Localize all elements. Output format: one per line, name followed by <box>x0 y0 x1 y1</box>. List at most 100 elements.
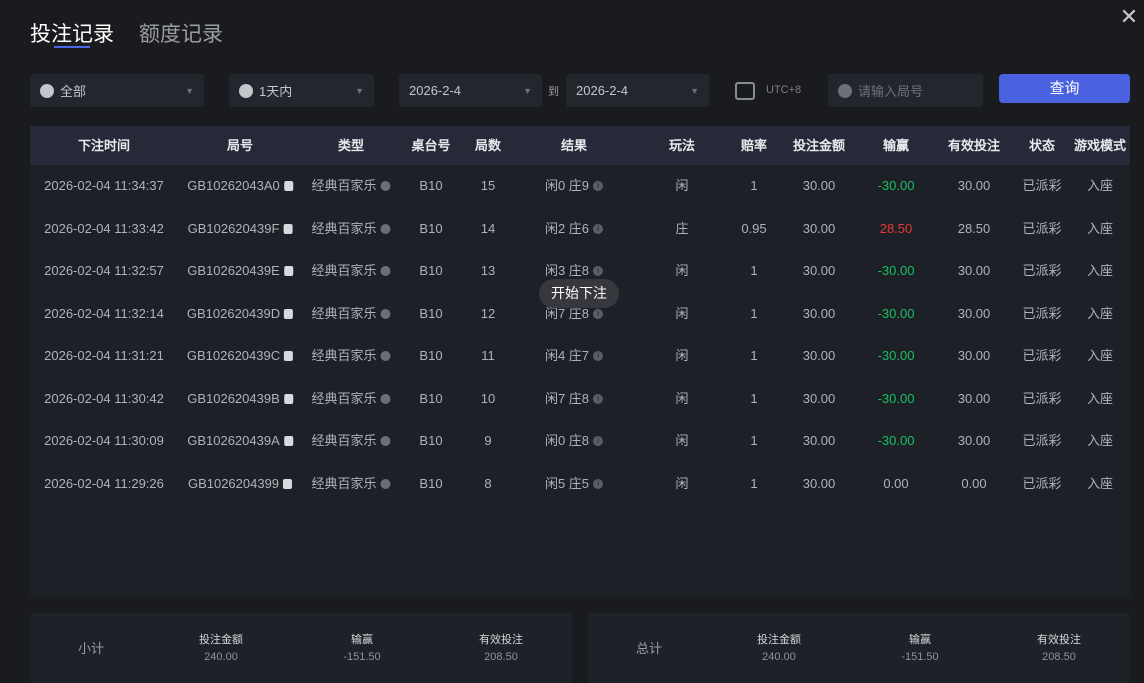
table-cell: 1 <box>750 250 757 292</box>
table-cell: 30.00 <box>803 165 836 207</box>
table-cell: -30.00 <box>878 420 915 462</box>
cell-text: -30.00 <box>877 305 915 321</box>
info-icon[interactable]: i <box>593 181 604 191</box>
game-info-icon[interactable] <box>380 181 391 191</box>
round-number-input[interactable]: 请输入局号 <box>828 74 983 107</box>
column-header: 桌台号 <box>411 138 451 153</box>
end-date-select[interactable]: 2026-2-4 ▼ <box>566 74 709 107</box>
query-button[interactable]: 查询 <box>999 74 1130 103</box>
cell-text: 30.00 <box>802 390 836 406</box>
info-icon[interactable]: i <box>593 393 604 404</box>
cell-text: B10 <box>419 263 443 278</box>
table-cell: 闲 <box>675 165 688 207</box>
column-header: 局号 <box>226 138 254 153</box>
table-cell: 已派彩 <box>1022 420 1061 462</box>
game-info-icon[interactable] <box>380 223 391 234</box>
copy-icon[interactable] <box>283 478 293 489</box>
game-info-icon[interactable] <box>380 308 391 319</box>
cell-text: 30.00 <box>957 263 991 278</box>
copy-icon[interactable] <box>283 223 293 234</box>
table-cell: -30.00 <box>878 378 915 420</box>
round-placeholder: 请输入局号 <box>858 84 924 99</box>
cell-text: 入座 <box>1086 305 1114 321</box>
cell-text: GB102620439B <box>187 390 280 406</box>
time-range-value: 1天内 <box>259 84 293 99</box>
cell-text: GB102620439F <box>187 220 280 236</box>
cell-text: 入座 <box>1086 475 1114 491</box>
table-cell: 经典百家乐 <box>311 165 391 207</box>
info-icon[interactable]: i <box>593 223 604 234</box>
game-info-icon[interactable] <box>380 351 391 361</box>
info-icon[interactable]: i <box>593 351 604 361</box>
cell-text: GB102620439E <box>187 263 280 278</box>
table-cell: 已派彩 <box>1022 293 1061 335</box>
table-cell: 经典百家乐 <box>311 463 391 505</box>
game-type-select[interactable]: 全部 ▼ <box>30 74 204 107</box>
info-icon[interactable]: i <box>593 308 604 319</box>
cell-text: 0.00 <box>883 475 909 491</box>
time-range-select[interactable]: 1天内 ▼ <box>229 74 374 107</box>
close-icon[interactable]: ✕ <box>1119 4 1139 29</box>
clock-icon <box>239 83 253 98</box>
table-cell: 1 <box>750 293 757 335</box>
table-cell: GB102620439D <box>187 293 294 335</box>
cell-text: 2026-02-04 11:30:42 <box>44 390 164 406</box>
table-cell: 入座 <box>1087 250 1113 292</box>
table-cell: 入座 <box>1087 208 1113 250</box>
round-icon <box>838 83 852 98</box>
table-cell: 30.00 <box>958 250 991 292</box>
table-cell: 闲0 庄8 i <box>545 420 604 462</box>
cell-text: 闲0 庄9 <box>544 178 590 193</box>
tab-credit-records[interactable]: 额度记录 <box>139 23 223 46</box>
copy-icon[interactable] <box>284 308 294 319</box>
table-cell: 闲2 庄6 i <box>545 208 604 250</box>
cell-text: 1 <box>750 475 758 491</box>
table-cell: 经典百家乐 <box>311 378 391 420</box>
game-info-icon[interactable] <box>380 478 391 489</box>
cell-text: B10 <box>419 433 443 448</box>
total-valid: 208.50 <box>1042 651 1076 663</box>
start-date-value: 2026-2-4 <box>409 83 462 98</box>
column-header: 赔率 <box>740 138 768 153</box>
table-cell: 入座 <box>1087 463 1113 505</box>
table-row: 2026-02-04 11:29:26 GB1026204399 经典百家乐 B10 8… <box>30 463 1130 505</box>
cell-text: 9 <box>484 433 492 448</box>
table-cell: 1 <box>750 378 757 420</box>
table-cell: B10 <box>419 208 442 250</box>
column-header: 类型 <box>337 138 365 153</box>
table-cell: 0.00 <box>961 463 986 505</box>
table-cell: 闲 <box>675 335 688 377</box>
calendar-icon[interactable] <box>735 82 755 100</box>
info-icon[interactable]: i <box>593 266 604 276</box>
cell-text: 经典百家乐 <box>311 178 377 193</box>
table-cell: 13 <box>481 250 495 292</box>
cell-text: 30.00 <box>957 390 991 406</box>
total-label: 总计 <box>636 641 663 656</box>
cell-text: 30.00 <box>957 433 991 448</box>
info-icon[interactable]: i <box>593 436 604 446</box>
game-info-icon[interactable] <box>380 436 391 446</box>
info-icon[interactable]: i <box>593 478 604 489</box>
copy-icon[interactable] <box>284 351 294 361</box>
copy-icon[interactable] <box>283 181 293 191</box>
game-info-icon[interactable] <box>380 393 391 404</box>
copy-icon[interactable] <box>283 266 293 276</box>
copy-icon[interactable] <box>283 393 293 404</box>
cell-text: 2026-02-04 11:33:42 <box>44 220 164 236</box>
table-cell: 已派彩 <box>1022 250 1061 292</box>
start-date-select[interactable]: 2026-2-4 ▼ <box>399 74 542 107</box>
cell-text: 2026-02-04 11:29:26 <box>44 475 164 491</box>
cell-text: 1 <box>750 390 758 406</box>
tab-bet-records[interactable]: 投注记录 <box>30 23 114 46</box>
subtotal-win: -151.50 <box>343 651 381 663</box>
column-header: 状态 <box>1028 138 1056 153</box>
table-cell: 闲7 庄8 i <box>545 293 604 335</box>
cell-text: B10 <box>419 305 443 321</box>
game-info-icon[interactable] <box>380 266 391 276</box>
table-cell: 闲4 庄7 i <box>545 335 604 377</box>
copy-icon[interactable] <box>283 436 293 446</box>
table-cell: 1 <box>750 165 757 207</box>
total-panel: 总计 投注金额 240.00 输赢 -151.50 有效投注 208.50 <box>588 613 1130 683</box>
table-cell: -30.00 <box>878 250 915 292</box>
cell-text: 经典百家乐 <box>311 475 377 491</box>
